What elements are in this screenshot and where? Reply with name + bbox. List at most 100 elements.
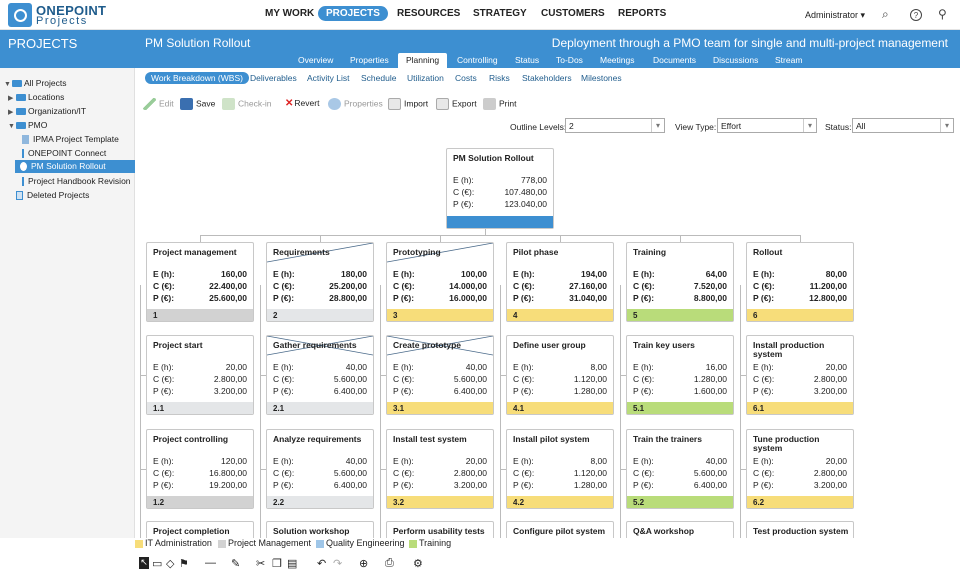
- tree-item-locations[interactable]: ▶ Locations: [8, 92, 65, 102]
- caret-right-icon[interactable]: ▶: [8, 95, 14, 102]
- legend-swatch: [135, 539, 143, 548]
- status-select[interactable]: All: [852, 118, 954, 133]
- wbs-root-card[interactable]: PM Solution Rollout E (h): 778,00 C (€): 1…: [446, 148, 554, 229]
- wbs-card[interactable]: Solution workshop: [266, 521, 374, 538]
- wbs-card[interactable]: Project start E (h): 20,00 C (€): 2.800,00 P …: [146, 335, 254, 415]
- wbs-card[interactable]: Create prototype E (h): 40,00 C (€): 5.600,0…: [386, 335, 494, 415]
- tab-status[interactable]: Status: [515, 55, 540, 65]
- import-button[interactable]: Import: [388, 98, 428, 110]
- edit-button[interactable]: Edit: [143, 98, 174, 110]
- tab-properties[interactable]: Properties: [350, 55, 389, 65]
- wbs-card[interactable]: Q&A workshop: [626, 521, 734, 538]
- tab-planning[interactable]: Planning: [398, 53, 448, 68]
- line-icon[interactable]: —: [205, 557, 216, 569]
- nav-projects[interactable]: PROJECTS: [318, 6, 388, 21]
- caret-right-icon[interactable]: ▶: [8, 109, 14, 116]
- caret-down-icon[interactable]: ▼: [4, 81, 11, 88]
- connector-line: [620, 375, 626, 376]
- tree-item-pm-solution-rollout[interactable]: PM Solution Rollout: [15, 160, 135, 173]
- subtab-wbs[interactable]: Work Breakdown (WBS): [145, 72, 249, 84]
- print-button[interactable]: Print: [483, 98, 516, 110]
- tree-item-onepoint-connect[interactable]: ONEPOINT Connect: [22, 148, 106, 159]
- nav-my-work[interactable]: MY WORK: [265, 8, 315, 19]
- wbs-card[interactable]: Install pilot system E (h): 8,00 C (€): 1.12…: [506, 429, 614, 509]
- properties-button[interactable]: Properties: [328, 98, 383, 110]
- nav-resources[interactable]: RESOURCES: [397, 8, 461, 19]
- user-menu[interactable]: Administrator ▾: [805, 10, 866, 20]
- subtab-deliverables[interactable]: Deliverables: [250, 73, 297, 83]
- flag-icon[interactable]: ⚑: [179, 558, 189, 570]
- nav-strategy[interactable]: STRATEGY: [473, 8, 527, 19]
- search-icon[interactable]: ⌕: [882, 7, 889, 21]
- wbs-card[interactable]: Pilot phase E (h): 194,00 C (€): 27.160,00 P …: [506, 242, 614, 322]
- save-button[interactable]: Save: [180, 98, 215, 110]
- tree-item-pmo[interactable]: ▼ PMO: [8, 120, 48, 130]
- tree-item-organization-it[interactable]: ▶ Organization/IT: [8, 106, 87, 116]
- revert-button[interactable]: ✕Revert: [285, 98, 320, 109]
- zoom-icon[interactable]: ⚲: [938, 7, 947, 21]
- undo-icon[interactable]: ↶: [317, 558, 327, 570]
- effort-row: E (h): 194,00: [513, 269, 607, 279]
- copy-icon[interactable]: ❐: [272, 558, 282, 570]
- subtab-risks[interactable]: Risks: [489, 73, 510, 83]
- tab-overview[interactable]: Overview: [298, 55, 334, 65]
- redo-icon[interactable]: ↷: [333, 558, 343, 570]
- wbs-card[interactable]: Tune production system E (h): 20,00 C (€): 2…: [746, 429, 854, 509]
- wbs-card[interactable]: Prototyping E (h): 100,00 C (€): 14.000,00 P …: [386, 242, 494, 322]
- wbs-canvas[interactable]: PM Solution Rollout E (h): 778,00 C (€): 1…: [135, 140, 960, 538]
- wbs-card[interactable]: Project completion: [146, 521, 254, 538]
- nav-reports[interactable]: REPORTS: [618, 8, 667, 19]
- wbs-card[interactable]: Configure pilot system: [506, 521, 614, 538]
- wbs-card[interactable]: Rollout E (h): 80,00 C (€): 11.200,00 P (€): 1…: [746, 242, 854, 322]
- tree-item-handbook-revision[interactable]: Project Handbook Revision: [22, 176, 131, 187]
- zoom-fit-icon[interactable]: ⊕: [359, 558, 369, 570]
- wbs-card[interactable]: Define user group E (h): 8,00 C (€): 1.120,0…: [506, 335, 614, 415]
- outline-levels-select[interactable]: 2: [565, 118, 665, 133]
- tab-stream[interactable]: Stream: [775, 55, 803, 65]
- tab-documents[interactable]: Documents: [653, 55, 696, 65]
- wbs-card[interactable]: Analyze requirements E (h): 40,00 C (€): 5.6…: [266, 429, 374, 509]
- export-button[interactable]: Export: [436, 98, 477, 110]
- help-icon[interactable]: ?: [910, 9, 922, 21]
- subtab-milestones[interactable]: Milestones: [581, 73, 622, 83]
- pencil-icon[interactable]: ✎: [231, 558, 241, 570]
- settings-icon[interactable]: ⚙: [413, 558, 423, 570]
- subtab-costs[interactable]: Costs: [455, 73, 477, 83]
- wbs-card[interactable]: Install test system E (h): 20,00 C (€): 2.80…: [386, 429, 494, 509]
- check-in-button[interactable]: Check-in: [222, 98, 272, 110]
- wbs-card[interactable]: Train the trainers E (h): 40,00 C (€): 5.600…: [626, 429, 734, 509]
- view-type-select[interactable]: Effort: [717, 118, 817, 133]
- export-image-icon[interactable]: ⎙: [385, 557, 394, 569]
- wbs-card[interactable]: Train key users E (h): 16,00 C (€): 1.280,00…: [626, 335, 734, 415]
- wbs-card[interactable]: Perform usability tests: [386, 521, 494, 538]
- paste-icon[interactable]: ▤: [287, 558, 298, 570]
- wbs-card[interactable]: Requirements E (h): 180,00 C (€): 25.200,00 P…: [266, 242, 374, 322]
- tree-item-all-projects[interactable]: ▼ All Projects: [4, 78, 67, 88]
- wbs-card-code: 2.2: [267, 496, 373, 508]
- trash-icon: [16, 191, 23, 201]
- tab-discussions[interactable]: Discussions: [713, 55, 759, 65]
- caret-down-icon[interactable]: ▼: [8, 123, 15, 130]
- tab-controlling[interactable]: Controlling: [457, 55, 498, 65]
- rectangle-icon[interactable]: ▭: [152, 558, 163, 570]
- wbs-card[interactable]: Gather requirements E (h): 40,00 C (€): 5.60…: [266, 335, 374, 415]
- tree-item-ipma-template[interactable]: IPMA Project Template: [22, 134, 119, 145]
- tab-meetings[interactable]: Meetings: [600, 55, 635, 65]
- scissors-icon[interactable]: ✂: [256, 558, 266, 570]
- wbs-card[interactable]: Install production system E (h): 20,00 C (€…: [746, 335, 854, 415]
- subtab-schedule[interactable]: Schedule: [361, 73, 397, 83]
- tab-todos[interactable]: To-Dos: [556, 55, 583, 65]
- tree-item-deleted-projects[interactable]: Deleted Projects: [16, 190, 89, 201]
- nav-customers[interactable]: CUSTOMERS: [541, 8, 605, 19]
- logo-icon[interactable]: [8, 3, 32, 27]
- wbs-card[interactable]: Training E (h): 64,00 C (€): 7.520,00 P (€): 8…: [626, 242, 734, 322]
- wbs-card[interactable]: Project management E (h): 160,00 C (€): 22.4…: [146, 242, 254, 322]
- wbs-card[interactable]: Test production system: [746, 521, 854, 538]
- wbs-card[interactable]: Project controlling E (h): 120,00 C (€): 16.…: [146, 429, 254, 509]
- subtab-stakeholders[interactable]: Stakeholders: [522, 73, 572, 83]
- subtab-utilization[interactable]: Utilization: [407, 73, 444, 83]
- subtab-activity-list[interactable]: Activity List: [307, 73, 350, 83]
- wbs-card-title: Create prototype: [393, 340, 462, 350]
- pointer-icon[interactable]: ↖: [139, 557, 149, 569]
- diamond-icon[interactable]: ◇: [166, 558, 175, 570]
